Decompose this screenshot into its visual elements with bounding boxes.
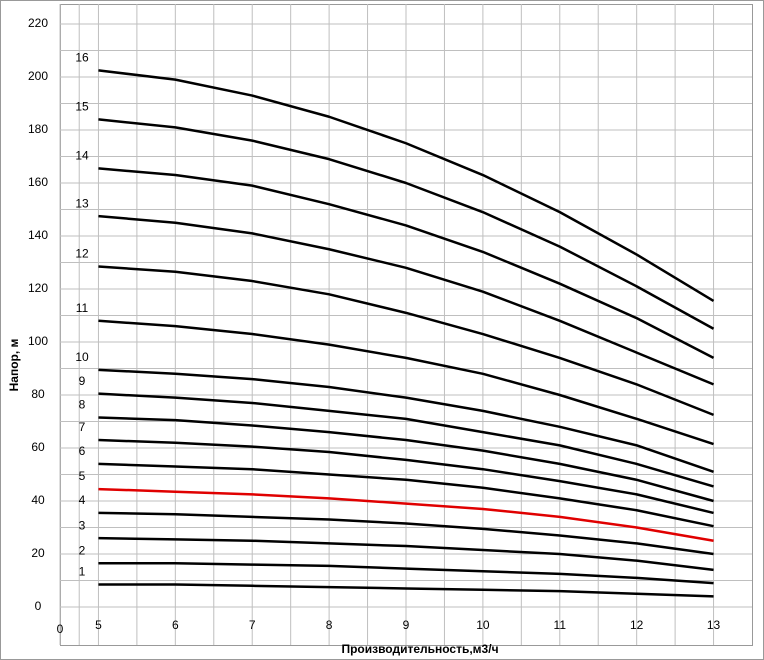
pump-curve (98, 69, 715, 302)
x-tick-label: 6 (172, 618, 179, 632)
x-tick-label: 7 (249, 618, 256, 632)
curve-label: 3 (79, 518, 86, 532)
x-tick-label: 5 (95, 618, 102, 632)
x-tick-label: 9 (403, 618, 410, 632)
curve-label: 16 (75, 51, 89, 65)
curve-label: 15 (75, 100, 89, 114)
x-tick-label: 11 (554, 618, 567, 632)
curve-label: 13 (75, 196, 89, 210)
y-tick-label: 160 (28, 175, 48, 189)
y-tick-label: 220 (28, 16, 48, 30)
pump-curve (98, 392, 714, 488)
curve-label: 8 (79, 398, 86, 412)
curve-label: 1 (79, 565, 86, 579)
y-tick-label: 100 (28, 334, 48, 348)
x-tick-label: 12 (630, 618, 644, 632)
x-tick-label: 0 (57, 622, 64, 636)
curve-label: 7 (79, 420, 86, 434)
pump-curve (98, 319, 714, 446)
y-tick-label: 0 (35, 599, 42, 613)
pump-curve (98, 462, 714, 528)
curve-label: 14 (75, 149, 89, 163)
pump-curve (98, 118, 715, 330)
curve-label: 2 (79, 543, 86, 557)
curve-label: 4 (79, 493, 86, 507)
pump-curve (98, 167, 715, 360)
pump-curve (98, 416, 714, 503)
pump-curve (98, 583, 714, 598)
curve-label: 6 (79, 444, 86, 458)
y-tick-label: 200 (28, 69, 48, 83)
y-axis-label: Напор, м (7, 338, 21, 391)
x-axis-label: Производительность,м3/ч (341, 642, 498, 656)
y-tick-label: 80 (31, 387, 45, 401)
curve-label: 11 (76, 301, 89, 315)
y-tick-label: 180 (28, 122, 48, 136)
pump-curve (98, 368, 714, 474)
pump-curve (98, 214, 715, 386)
y-tick-label: 20 (31, 546, 45, 560)
y-tick-label: 60 (31, 440, 45, 454)
curve-label: 9 (79, 374, 86, 388)
curve-label: 10 (75, 350, 89, 364)
y-tick-label: 140 (28, 228, 48, 242)
pump-curve (98, 487, 714, 542)
pump-curve (98, 511, 714, 556)
curve-label: 5 (79, 469, 86, 483)
x-tick-label: 13 (707, 618, 721, 632)
y-tick-label: 40 (31, 493, 45, 507)
pump-curve (98, 265, 715, 417)
pump-curve (98, 536, 714, 572)
pump-curve (98, 438, 714, 515)
x-tick-label: 8 (326, 618, 333, 632)
y-tick-label: 120 (28, 281, 48, 295)
pump-curve (98, 562, 714, 585)
curve-label: 12 (75, 247, 89, 261)
x-tick-label: 10 (476, 618, 490, 632)
